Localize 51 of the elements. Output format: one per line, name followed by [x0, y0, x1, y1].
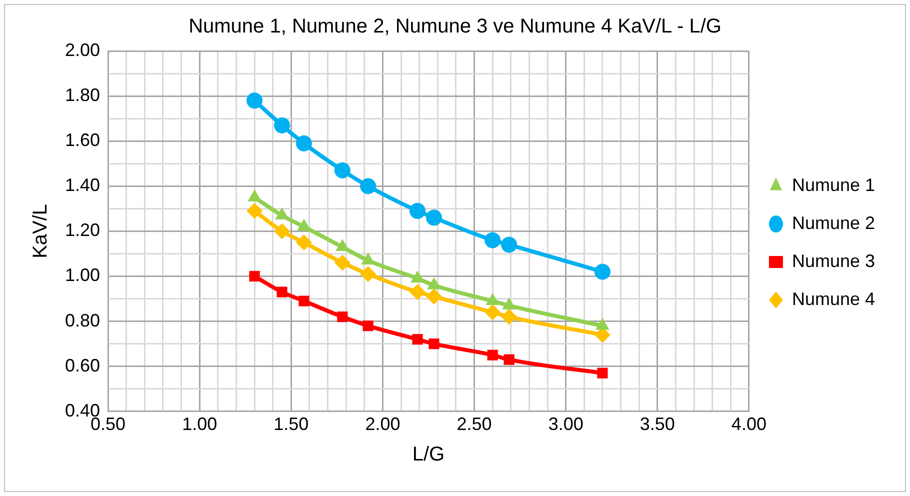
point	[296, 135, 312, 152]
point	[426, 288, 442, 305]
point	[597, 368, 608, 378]
point	[360, 266, 376, 282]
point	[362, 320, 374, 332]
legend-label: Numune 4	[792, 288, 876, 309]
point	[594, 264, 610, 280]
point	[484, 304, 501, 320]
x-tick-label: 4.00	[731, 414, 766, 434]
y-tick-label: 2.00	[64, 40, 100, 60]
point	[246, 92, 263, 109]
point	[426, 210, 442, 226]
point	[249, 270, 260, 282]
point	[501, 236, 518, 253]
point	[337, 311, 348, 322]
y-tick-label: 1.20	[64, 220, 100, 240]
y-tick-label: 1.80	[64, 85, 100, 106]
point	[274, 223, 290, 240]
point	[334, 254, 350, 271]
y-tick-label: 0.80	[64, 310, 100, 330]
point	[274, 117, 290, 134]
x-tick-label: 1.50	[274, 414, 309, 434]
point	[501, 308, 518, 325]
point	[412, 334, 423, 345]
point	[296, 234, 312, 250]
point	[428, 338, 440, 350]
x-tick-label: 3.50	[640, 414, 675, 434]
point	[484, 232, 501, 248]
y-tick-label: 1.00	[64, 265, 100, 286]
x-tick-label: 2.50	[456, 414, 492, 434]
legend-label: Numune 3	[792, 250, 876, 271]
point	[360, 178, 376, 194]
legend-label: Numune 1	[792, 174, 876, 195]
point	[298, 296, 310, 306]
point	[246, 202, 263, 219]
x-axis-title: L/G	[412, 444, 445, 466]
chart-title: Numune 1, Numune 2, Numune 3 ve Numune 4 KaV/L - L/G	[188, 16, 722, 38]
x-tick-label: 1.00	[182, 414, 218, 434]
point	[410, 202, 426, 219]
point	[487, 350, 498, 360]
y-tick-label: 1.60	[64, 130, 100, 150]
y-tick-label: 0.60	[64, 355, 100, 376]
point	[276, 286, 288, 298]
x-tick-label: 2.00	[365, 414, 400, 434]
legend-label: Numune 2	[792, 212, 876, 233]
x-tick-label: 3.00	[548, 414, 584, 434]
point	[410, 284, 426, 300]
point	[504, 354, 514, 365]
y-tick-label: 1.40	[64, 175, 100, 196]
y-axis-title: KaV/L	[30, 204, 52, 258]
point	[334, 162, 350, 178]
